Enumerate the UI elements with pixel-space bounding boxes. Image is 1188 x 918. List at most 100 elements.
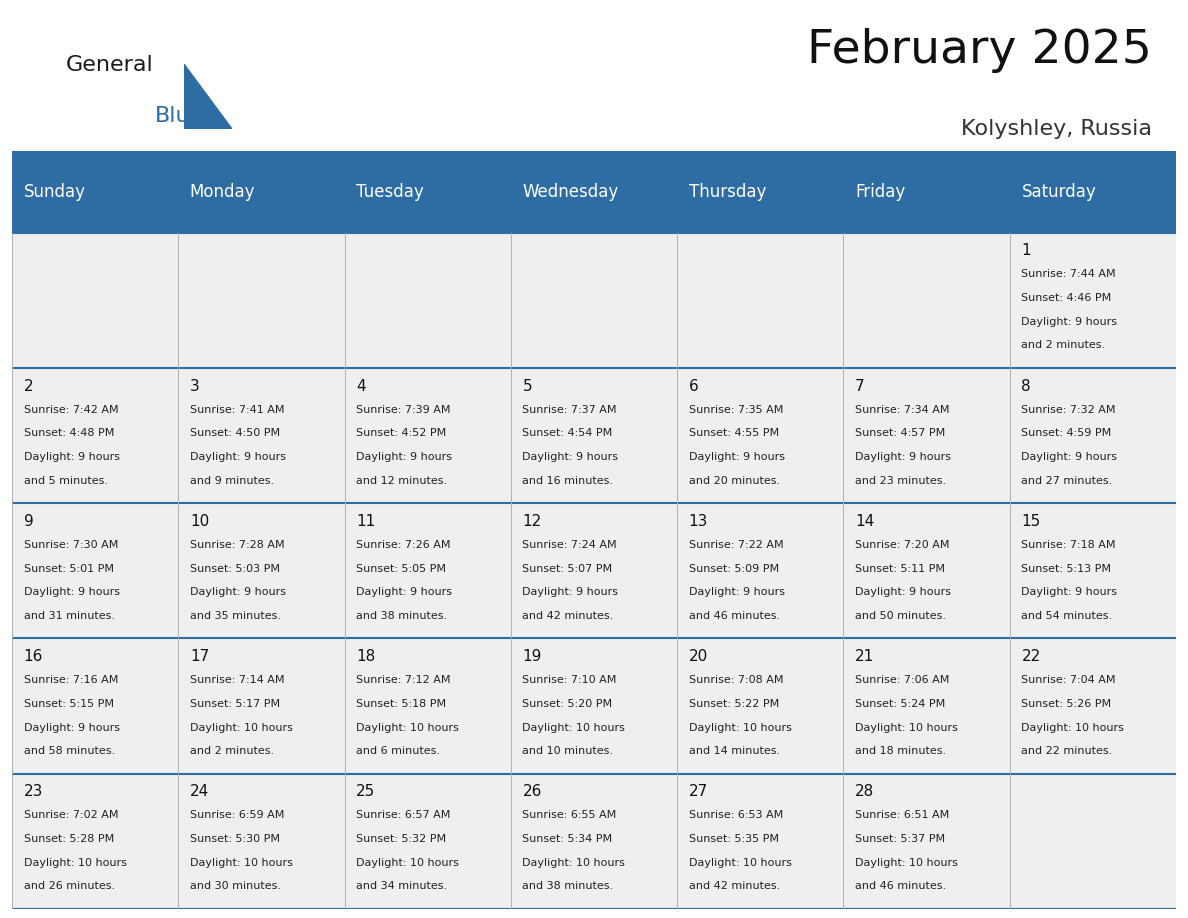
Text: and 12 minutes.: and 12 minutes. [356, 476, 448, 486]
Text: Sunrise: 7:41 AM: Sunrise: 7:41 AM [190, 405, 284, 415]
Text: 9: 9 [24, 514, 33, 529]
Text: 15: 15 [1022, 514, 1041, 529]
Text: Sunrise: 7:37 AM: Sunrise: 7:37 AM [523, 405, 617, 415]
Text: and 42 minutes.: and 42 minutes. [689, 881, 781, 891]
Text: 20: 20 [689, 649, 708, 664]
Text: Saturday: Saturday [1022, 183, 1097, 201]
Text: and 2 minutes.: and 2 minutes. [190, 746, 274, 756]
Text: Sunrise: 6:53 AM: Sunrise: 6:53 AM [689, 811, 783, 821]
Text: Sunrise: 7:39 AM: Sunrise: 7:39 AM [356, 405, 450, 415]
Text: and 26 minutes.: and 26 minutes. [24, 881, 115, 891]
Text: Sunrise: 7:30 AM: Sunrise: 7:30 AM [24, 540, 118, 550]
Text: Friday: Friday [855, 183, 905, 201]
Text: 14: 14 [855, 514, 874, 529]
Text: Daylight: 9 hours: Daylight: 9 hours [190, 452, 286, 462]
Text: 11: 11 [356, 514, 375, 529]
Text: 21: 21 [855, 649, 874, 664]
Bar [12, 638, 1176, 774]
Text: Sunset: 5:35 PM: Sunset: 5:35 PM [689, 834, 779, 844]
Text: Sunset: 4:52 PM: Sunset: 4:52 PM [356, 429, 447, 439]
Text: Daylight: 10 hours: Daylight: 10 hours [356, 722, 459, 733]
Text: Daylight: 9 hours: Daylight: 9 hours [855, 452, 952, 462]
Text: and 23 minutes.: and 23 minutes. [855, 476, 947, 486]
Text: Sunrise: 7:16 AM: Sunrise: 7:16 AM [24, 676, 118, 685]
Text: Sunset: 4:57 PM: Sunset: 4:57 PM [855, 429, 946, 439]
Text: Sunrise: 6:57 AM: Sunrise: 6:57 AM [356, 811, 450, 821]
Text: Sunset: 4:48 PM: Sunset: 4:48 PM [24, 429, 114, 439]
Text: Sunset: 5:07 PM: Sunset: 5:07 PM [523, 564, 613, 574]
Text: Sunset: 5:34 PM: Sunset: 5:34 PM [523, 834, 613, 844]
Text: Daylight: 9 hours: Daylight: 9 hours [24, 722, 120, 733]
Text: and 46 minutes.: and 46 minutes. [855, 881, 947, 891]
Text: 7: 7 [855, 378, 865, 394]
Text: 2: 2 [24, 378, 33, 394]
Text: 18: 18 [356, 649, 375, 664]
Text: Daylight: 9 hours: Daylight: 9 hours [24, 452, 120, 462]
Text: Daylight: 10 hours: Daylight: 10 hours [190, 857, 292, 868]
Text: Sunset: 5:37 PM: Sunset: 5:37 PM [855, 834, 946, 844]
Text: Daylight: 9 hours: Daylight: 9 hours [1022, 452, 1118, 462]
Text: 23: 23 [24, 784, 43, 800]
Text: Sunset: 5:15 PM: Sunset: 5:15 PM [24, 699, 114, 709]
Text: and 31 minutes.: and 31 minutes. [24, 611, 114, 621]
Text: Sunrise: 7:32 AM: Sunrise: 7:32 AM [1022, 405, 1116, 415]
Text: Sunset: 5:18 PM: Sunset: 5:18 PM [356, 699, 447, 709]
Text: 12: 12 [523, 514, 542, 529]
Text: Sunrise: 7:22 AM: Sunrise: 7:22 AM [689, 540, 783, 550]
Text: Sunrise: 7:34 AM: Sunrise: 7:34 AM [855, 405, 949, 415]
Text: Sunset: 4:46 PM: Sunset: 4:46 PM [1022, 293, 1112, 303]
Text: Sunset: 5:26 PM: Sunset: 5:26 PM [1022, 699, 1112, 709]
Text: Daylight: 10 hours: Daylight: 10 hours [190, 722, 292, 733]
Text: and 38 minutes.: and 38 minutes. [523, 881, 614, 891]
Bar [12, 368, 1176, 503]
Text: Daylight: 9 hours: Daylight: 9 hours [190, 588, 286, 598]
Text: General: General [65, 55, 153, 75]
Text: 13: 13 [689, 514, 708, 529]
Text: and 38 minutes.: and 38 minutes. [356, 611, 448, 621]
Polygon shape [184, 64, 232, 129]
Text: Daylight: 9 hours: Daylight: 9 hours [1022, 588, 1118, 598]
Text: and 18 minutes.: and 18 minutes. [855, 746, 947, 756]
Text: 17: 17 [190, 649, 209, 664]
Text: Sunset: 5:32 PM: Sunset: 5:32 PM [356, 834, 447, 844]
Text: 4: 4 [356, 378, 366, 394]
Text: February 2025: February 2025 [808, 28, 1152, 73]
Bar [12, 232, 1176, 368]
Text: Monday: Monday [190, 183, 255, 201]
Text: Sunrise: 7:18 AM: Sunrise: 7:18 AM [1022, 540, 1116, 550]
Text: Tuesday: Tuesday [356, 183, 424, 201]
Text: 10: 10 [190, 514, 209, 529]
Text: Sunset: 5:09 PM: Sunset: 5:09 PM [689, 564, 779, 574]
Text: Sunrise: 7:12 AM: Sunrise: 7:12 AM [356, 676, 450, 685]
Text: Wednesday: Wednesday [523, 183, 619, 201]
Text: Daylight: 9 hours: Daylight: 9 hours [1022, 317, 1118, 327]
Text: Sunrise: 7:26 AM: Sunrise: 7:26 AM [356, 540, 450, 550]
Text: and 35 minutes.: and 35 minutes. [190, 611, 280, 621]
Text: Daylight: 9 hours: Daylight: 9 hours [356, 588, 453, 598]
Text: 28: 28 [855, 784, 874, 800]
Text: Sunrise: 7:10 AM: Sunrise: 7:10 AM [523, 676, 617, 685]
Text: Sunset: 4:59 PM: Sunset: 4:59 PM [1022, 429, 1112, 439]
Text: and 22 minutes.: and 22 minutes. [1022, 746, 1113, 756]
Text: 25: 25 [356, 784, 375, 800]
Text: Sunset: 4:54 PM: Sunset: 4:54 PM [523, 429, 613, 439]
Text: Sunset: 5:30 PM: Sunset: 5:30 PM [190, 834, 280, 844]
Text: 16: 16 [24, 649, 43, 664]
Text: 22: 22 [1022, 649, 1041, 664]
Text: 1: 1 [1022, 243, 1031, 259]
Text: 3: 3 [190, 378, 200, 394]
Text: Daylight: 9 hours: Daylight: 9 hours [24, 588, 120, 598]
Text: and 58 minutes.: and 58 minutes. [24, 746, 115, 756]
Text: and 2 minutes.: and 2 minutes. [1022, 341, 1106, 351]
Text: Sunrise: 7:20 AM: Sunrise: 7:20 AM [855, 540, 949, 550]
Text: Sunrise: 6:51 AM: Sunrise: 6:51 AM [855, 811, 949, 821]
Text: Kolyshley, Russia: Kolyshley, Russia [961, 119, 1152, 140]
Text: and 14 minutes.: and 14 minutes. [689, 746, 781, 756]
Text: Daylight: 9 hours: Daylight: 9 hours [523, 588, 619, 598]
Text: and 42 minutes.: and 42 minutes. [523, 611, 614, 621]
Text: 5: 5 [523, 378, 532, 394]
Text: Sunset: 4:50 PM: Sunset: 4:50 PM [190, 429, 280, 439]
Text: 24: 24 [190, 784, 209, 800]
Text: Sunset: 5:05 PM: Sunset: 5:05 PM [356, 564, 447, 574]
Text: and 34 minutes.: and 34 minutes. [356, 881, 448, 891]
